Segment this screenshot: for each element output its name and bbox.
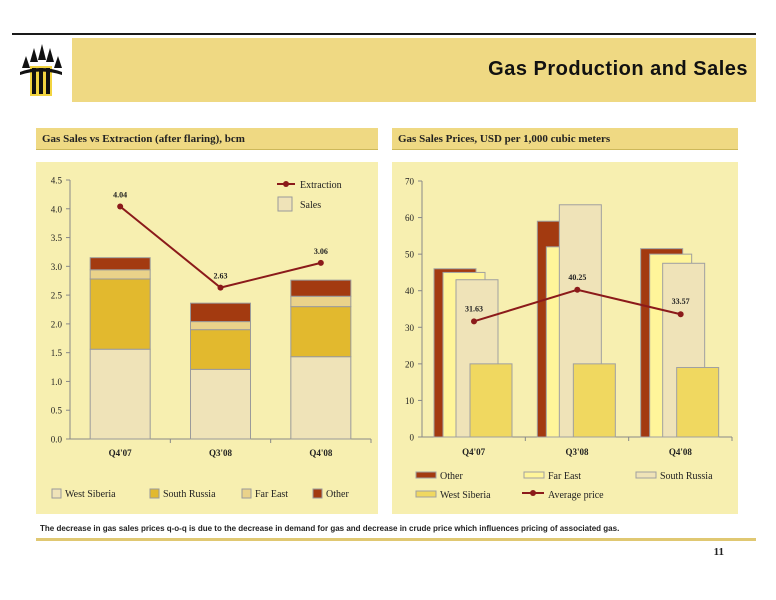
extraction-value-label: 4.04 [113,190,127,199]
legend-label: South Russia [163,489,216,500]
average-price-value-label: 31.63 [465,304,483,313]
stacked-bar-segment [190,368,251,440]
company-logo [12,38,70,102]
legend-extraction-marker [283,181,289,187]
legend-swatch [523,471,545,479]
x-tick-label: Q4'07 [462,447,486,457]
y-tick-label: 70 [405,177,415,187]
legend-sales-label: Sales [300,200,321,211]
left-chart-heading: Gas Sales vs Extraction (after flaring),… [36,128,378,150]
right-chart-panel: 0 10 20 30 40 50 60 70 Q4'07 Q3'08 Q4'08 31.63 40.25… [392,162,738,514]
legend-swatch [51,488,62,499]
y-tick-label: 2.5 [51,291,63,301]
y-tick-label: 30 [405,323,415,333]
legend-label: West Siberia [440,490,491,501]
stacked-bar-segment [89,278,151,350]
stacked-bar-segment [290,279,352,297]
stacked-bar-segment [290,306,352,358]
legend-label: Far East [255,489,288,500]
legend-label: Other [440,471,463,482]
left-chart-panel: 0.0 0.5 1.0 1.5 2.0 2.5 3.0 3.5 4.0 4.5 Q4'07 Q3'08… [36,162,378,514]
price-bar [469,363,513,438]
average-price-value-label: 40.25 [568,273,586,282]
extraction-point [117,203,124,210]
legend-label: Average price [548,490,604,501]
stacked-bar-segment [190,329,251,370]
legend-extraction-label: Extraction [300,180,342,191]
price-bar [676,367,720,438]
extraction-value-label: 3.06 [314,247,328,256]
extraction-value-label: 2.63 [214,272,228,281]
stacked-bar-segment [290,356,352,440]
y-tick-label: 2.0 [51,319,63,329]
y-tick-label: 0 [410,433,415,443]
legend-label: Other [326,489,349,500]
extraction-point [317,259,324,266]
x-tick-label: Q4'08 [309,448,333,458]
top-rule [12,33,756,35]
stacked-bar-segment [290,295,352,308]
y-tick-label: 0.0 [51,435,63,445]
gas-sales-prices-chart: 0 10 20 30 40 50 60 70 Q4'07 Q3'08 Q4'08 31.63 40.25… [405,177,733,501]
legend-swatch [149,488,160,499]
legend-swatch [312,488,323,499]
header-band [72,38,756,102]
price-bar [572,363,616,438]
x-tick-label: Q4'08 [669,447,693,457]
x-tick-label: Q3'08 [565,447,589,457]
legend-swatch [635,471,657,479]
stacked-bar-segment [89,348,151,440]
legend-label: Far East [548,471,581,482]
average-price-point [471,318,477,325]
footnote: The decrease in gas sales prices q-o-q i… [40,524,620,533]
page-title: Gas Production and Sales [488,58,748,80]
page-number: 11 [713,546,724,558]
y-tick-label: 1.0 [51,377,63,387]
y-tick-label: 10 [405,396,415,406]
y-tick-label: 40 [405,286,415,296]
x-tick-label: Q3'08 [209,448,233,458]
legend-label: West Siberia [65,489,116,500]
gas-sales-extraction-chart: 0.0 0.5 1.0 1.5 2.0 2.5 3.0 3.5 4.0 4.5 Q4'07 Q3'08… [51,176,372,500]
extraction-point [217,284,224,291]
logo-mark [20,44,62,96]
legend-swatch [241,488,252,499]
stacked-bar-segment [89,257,151,271]
average-price-point [677,311,684,318]
y-tick-label: 4.5 [51,176,63,186]
average-price-point [574,286,581,293]
y-tick-label: 50 [405,250,415,260]
legend-swatch [415,471,437,479]
legend-label: South Russia [660,471,713,482]
y-tick-label: 3.5 [51,233,63,243]
stacked-bar-segment [190,321,251,331]
y-tick-label: 3.0 [51,262,63,272]
legend-average-price-marker [530,490,536,496]
stacked-bar-segment [190,302,251,323]
y-tick-label: 1.5 [51,348,63,358]
right-chart-heading: Gas Sales Prices, USD per 1,000 cubic me… [392,128,738,150]
y-tick-label: 4.0 [51,204,63,214]
legend-sales-swatch [277,196,293,212]
y-tick-label: 60 [405,213,415,223]
average-price-value-label: 33.57 [672,297,690,306]
x-tick-label: Q4'07 [109,448,133,458]
stacked-bar-segment [89,269,151,280]
legend-swatch [415,490,437,498]
bottom-rule [36,538,756,541]
y-tick-label: 0.5 [51,406,63,416]
y-tick-label: 20 [405,359,415,369]
